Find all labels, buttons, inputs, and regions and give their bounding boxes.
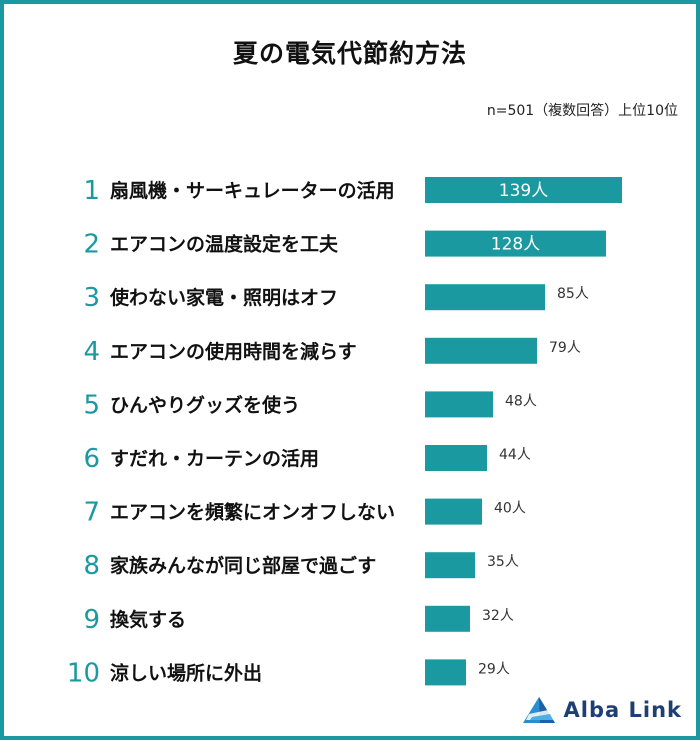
- bar: [425, 445, 487, 471]
- bar: [425, 498, 482, 525]
- bar: [425, 284, 545, 311]
- value-label: 48人: [505, 393, 537, 409]
- category-label: 使わない家電・照明はオフ: [109, 286, 338, 309]
- category-label: エアコンの使用時間を減らす: [110, 340, 357, 363]
- category-label: 家族みんなが同じ部屋で過ごす: [110, 554, 376, 577]
- value-label: 44人: [499, 447, 531, 463]
- rank-number: 1: [83, 176, 100, 206]
- value-label: 79人: [549, 340, 581, 356]
- category-label: 扇風機・サーキュレーターの活用: [110, 179, 395, 202]
- rank-number: 10: [67, 658, 100, 688]
- category-label: エアコンを頻繁にオンオフしない: [110, 501, 395, 524]
- rank-number: 9: [83, 605, 100, 635]
- bar: [425, 337, 537, 364]
- bar: [425, 552, 475, 579]
- bar: [425, 605, 470, 632]
- value-label: 29人: [478, 661, 510, 677]
- category-label: すだれ・カーテンの活用: [110, 447, 319, 470]
- category-label: 涼しい場所に外出: [110, 661, 262, 684]
- value-label: 32人: [482, 608, 514, 624]
- brand-logo: Alba Link: [522, 696, 682, 724]
- bar: [425, 177, 622, 203]
- rank-number: 3: [83, 283, 100, 313]
- category-label: エアコンの温度設定を工夫: [110, 233, 339, 256]
- rank-number: 6: [83, 444, 100, 474]
- rank-number: 5: [83, 390, 100, 420]
- rank-number: 4: [83, 337, 100, 367]
- value-label: 139人: [499, 181, 548, 201]
- bar: [425, 230, 606, 257]
- category-label: 換気する: [110, 608, 186, 631]
- value-label: 85人: [557, 286, 589, 302]
- rank-number: 7: [83, 498, 100, 528]
- logo-text: Alba Link: [563, 698, 682, 722]
- value-label: 40人: [494, 501, 526, 517]
- bar: [425, 391, 493, 418]
- rank-number: 8: [83, 551, 100, 581]
- chart-title: 夏の電気代節約方法: [232, 39, 467, 68]
- category-label: ひんやりグッズを使う: [110, 393, 300, 416]
- triangle-logo-icon: [522, 697, 555, 723]
- bar: [425, 659, 466, 686]
- rank-number: 2: [83, 230, 100, 260]
- value-label: 35人: [487, 554, 519, 570]
- value-label: 128人: [491, 235, 540, 255]
- sample-note: n=501（複数回答）上位10位: [486, 103, 678, 119]
